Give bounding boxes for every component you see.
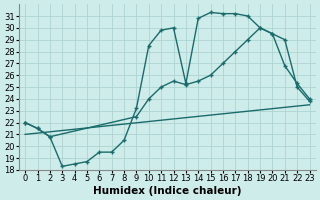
X-axis label: Humidex (Indice chaleur): Humidex (Indice chaleur) — [93, 186, 242, 196]
